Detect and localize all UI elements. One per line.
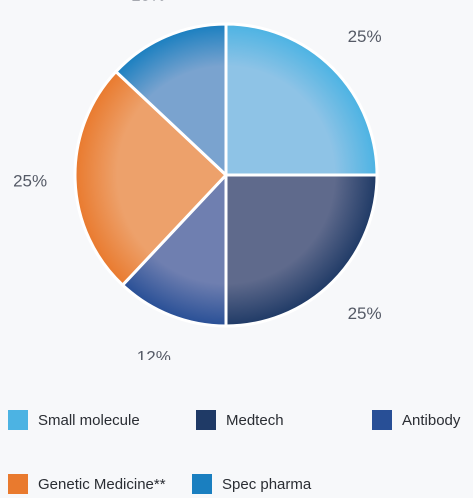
data-label-antibody: 12% [137,348,171,360]
legend-label: Small molecule [38,411,140,429]
legend-swatch [196,410,216,430]
legend-item-spec-pharma: Spec pharma [192,474,311,494]
legend-swatch [372,410,392,430]
pie-slice-small-molecule [224,22,379,177]
legend-item-genetic-medicine: Genetic Medicine** [8,474,166,494]
data-label-spec-pharma: 13% [131,0,165,5]
legend-item-small-molecule: Small molecule [8,410,140,430]
legend-item-medtech: Medtech [196,410,284,430]
legend-swatch [8,410,28,430]
data-label-small-molecule: 25% [348,27,382,46]
legend-label: Spec pharma [222,475,312,493]
legend-swatch [8,474,28,494]
legend-swatch [192,474,212,494]
legend-label: Medtech [226,411,284,429]
pie-slice-spec-pharma [114,22,228,177]
legend-label: Antibody [402,411,461,429]
pie-slice-medtech [224,173,379,328]
pie-slice-antibody [121,173,228,328]
legend-item-antibody: Antibody [372,410,460,430]
legend-label: Genetic Medicine** [38,475,166,493]
data-label-genetic-medicine: 25% [13,172,47,191]
data-label-medtech: 25% [348,304,382,323]
pie-slice-genetic-medicine [73,70,228,287]
pie-chart: 25% 25% 12% 25% 13% [13,0,382,360]
